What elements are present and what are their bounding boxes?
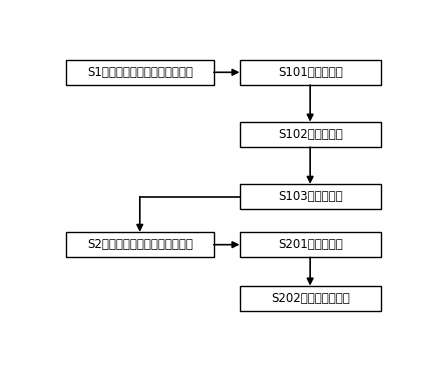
Text: S101、锂板下料: S101、锂板下料 [278, 66, 342, 79]
Bar [240, 286, 381, 311]
Bar [240, 184, 381, 209]
Text: S102、锂板制孔: S102、锂板制孔 [278, 128, 342, 141]
Bar [66, 59, 214, 85]
Bar [240, 232, 381, 257]
Bar [66, 232, 214, 257]
Bar [240, 122, 381, 147]
Bar [240, 59, 381, 85]
Text: S1、制作空间孔群关系检查装置: S1、制作空间孔群关系检查装置 [87, 66, 193, 79]
Text: S202、检查合格与否: S202、检查合格与否 [271, 292, 349, 305]
Text: S103、锂板拼焊: S103、锂板拼焊 [278, 190, 342, 203]
Text: S2、使用空间孔群关系检查装置: S2、使用空间孔群关系检查装置 [87, 238, 193, 251]
Text: S201、装置定位: S201、装置定位 [278, 238, 342, 251]
